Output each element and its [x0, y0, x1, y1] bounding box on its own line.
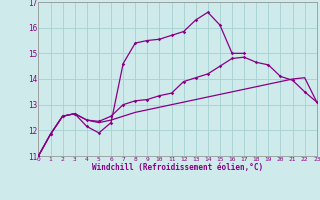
X-axis label: Windchill (Refroidissement éolien,°C): Windchill (Refroidissement éolien,°C): [92, 163, 263, 172]
